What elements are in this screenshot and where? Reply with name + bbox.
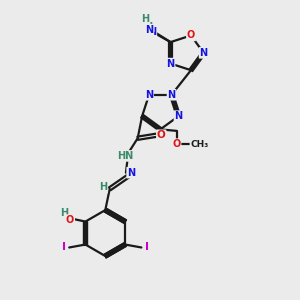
Text: O: O: [187, 31, 195, 40]
Text: CH₃: CH₃: [190, 140, 208, 148]
Text: H: H: [99, 182, 107, 192]
Text: O: O: [172, 139, 181, 149]
Text: N: N: [145, 25, 153, 35]
Text: N: N: [174, 111, 183, 121]
Text: N: N: [145, 90, 153, 100]
Text: H: H: [141, 14, 149, 24]
Text: N: N: [167, 58, 175, 69]
Text: I: I: [145, 242, 149, 253]
Text: N: N: [127, 168, 135, 178]
Text: N: N: [148, 27, 156, 37]
Text: I: I: [62, 242, 66, 253]
Text: H: H: [60, 208, 68, 218]
Text: O: O: [157, 130, 166, 140]
Text: O: O: [66, 215, 74, 225]
Text: N: N: [167, 90, 175, 100]
Text: H: H: [144, 22, 152, 32]
Text: HN: HN: [117, 151, 133, 161]
Text: N: N: [200, 48, 208, 58]
